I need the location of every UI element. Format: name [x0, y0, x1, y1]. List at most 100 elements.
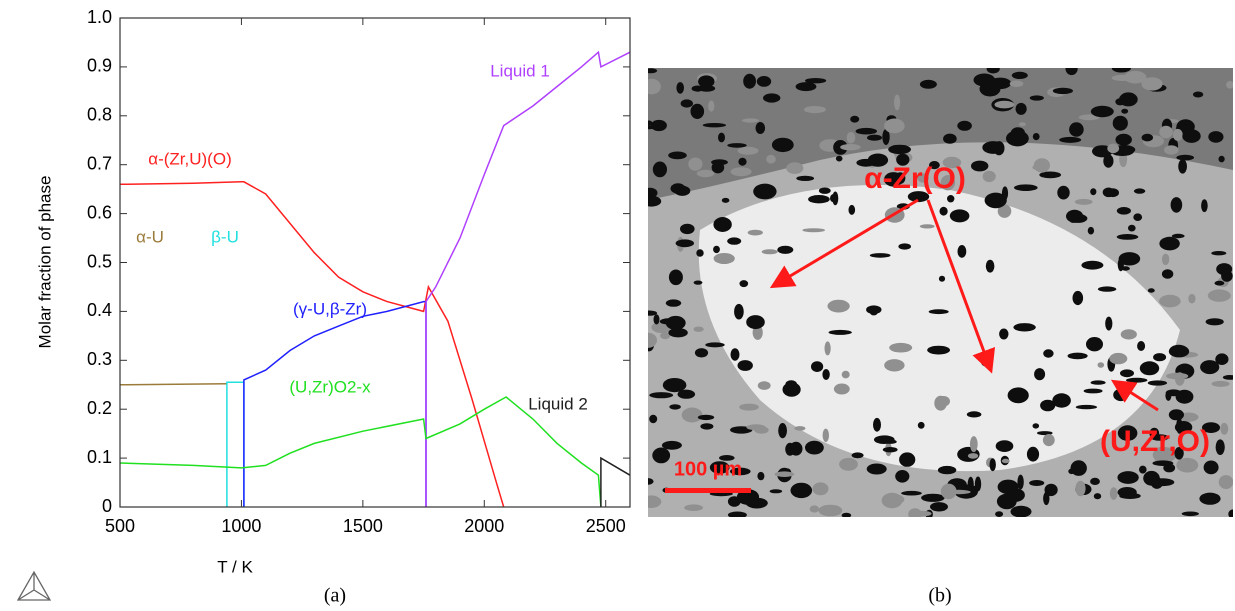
- texture: [889, 342, 913, 353]
- texture: [1200, 360, 1220, 375]
- texture: [841, 370, 850, 379]
- texture: [727, 511, 747, 517]
- texture: [718, 132, 725, 143]
- texture: [1172, 128, 1183, 141]
- texture: [855, 127, 877, 135]
- texture: [676, 82, 684, 94]
- scale-bar: [665, 488, 751, 493]
- texture: [1032, 133, 1040, 141]
- texture: [1102, 187, 1115, 198]
- texture: [769, 489, 783, 494]
- texture: [680, 99, 693, 108]
- texture: [943, 133, 957, 144]
- texture: [649, 392, 674, 399]
- texture: [840, 144, 861, 151]
- series-line: [425, 50, 631, 507]
- y-tick-label: 0.5: [87, 251, 112, 271]
- texture: [782, 382, 801, 397]
- texture: [790, 482, 813, 499]
- logo: [16, 570, 52, 601]
- texture: [1042, 434, 1055, 447]
- texture: [822, 428, 829, 442]
- phase-label: (U,Zr,O): [1100, 425, 1210, 458]
- texture: [827, 299, 850, 313]
- texture: [794, 426, 806, 431]
- texture: [739, 403, 759, 411]
- texture: [971, 160, 989, 172]
- texture: [1006, 488, 1025, 502]
- arrow: [769, 198, 919, 289]
- texture: [1115, 98, 1126, 106]
- texture: [1111, 68, 1131, 73]
- texture: [1078, 114, 1100, 121]
- texture: [993, 141, 1005, 156]
- texture: [1214, 280, 1225, 286]
- x-tick-label: 500: [105, 516, 135, 536]
- texture: [824, 341, 831, 356]
- texture: [1126, 377, 1148, 383]
- texture: [1043, 349, 1054, 358]
- texture: [884, 439, 897, 444]
- texture: [957, 245, 967, 258]
- texture: [702, 123, 727, 128]
- texture: [930, 502, 948, 512]
- texture: [796, 175, 815, 181]
- texture: [1070, 460, 1087, 476]
- texture: [939, 206, 948, 216]
- texture: [1072, 290, 1084, 306]
- texture: [882, 447, 898, 453]
- texture: [982, 170, 996, 183]
- texture: [1175, 372, 1185, 386]
- texture: [1090, 380, 1106, 385]
- texture: [1059, 136, 1082, 143]
- y-tick-label: 0.8: [87, 105, 112, 125]
- texture: [795, 82, 817, 92]
- series-label: α-U: [136, 227, 164, 246]
- texture: [1161, 269, 1174, 279]
- plot-a: 0 0.1 0.2 0.3 0.4 0.5 0.6 0.7 0.8 0.9 1.0 500 1000 15…: [87, 7, 631, 536]
- texture: [777, 245, 794, 254]
- texture: [696, 249, 704, 257]
- texture: [786, 162, 804, 174]
- series-line: [119, 396, 602, 508]
- texture: [1192, 91, 1204, 98]
- texture: [675, 239, 694, 248]
- texture: [833, 383, 850, 395]
- texture: [989, 458, 996, 472]
- texture: [947, 195, 955, 203]
- texture: [708, 100, 715, 112]
- texture: [1207, 289, 1231, 302]
- texture: [1170, 197, 1183, 213]
- texture: [949, 209, 970, 223]
- x-tick-label: 1000: [221, 516, 261, 536]
- texture: [1228, 509, 1233, 517]
- texture: [1164, 145, 1179, 155]
- texture: [1155, 446, 1169, 456]
- texture: [691, 85, 704, 92]
- phase-label: α-Zr(O): [864, 162, 966, 195]
- y-tick-label: 0.6: [87, 202, 112, 222]
- texture: [1105, 316, 1113, 331]
- texture: [917, 421, 925, 429]
- texture: [668, 151, 687, 160]
- y-tick-label: 0.1: [87, 447, 112, 467]
- texture: [1199, 492, 1221, 505]
- texture: [899, 452, 916, 467]
- texture: [1109, 352, 1128, 365]
- texture: [1205, 318, 1224, 326]
- texture: [808, 195, 830, 204]
- texture: [1040, 399, 1056, 412]
- texture: [1109, 487, 1118, 500]
- texture: [1074, 198, 1093, 205]
- texture: [648, 478, 654, 485]
- texture: [850, 115, 860, 123]
- texture: [693, 280, 703, 285]
- texture: [940, 175, 956, 191]
- texture: [668, 269, 683, 286]
- texture: [650, 119, 667, 132]
- y-axis-label: Molar fraction of phase: [35, 176, 54, 349]
- texture: [1011, 71, 1028, 79]
- texture: [713, 253, 735, 264]
- texture: [938, 275, 946, 282]
- texture: [649, 414, 658, 424]
